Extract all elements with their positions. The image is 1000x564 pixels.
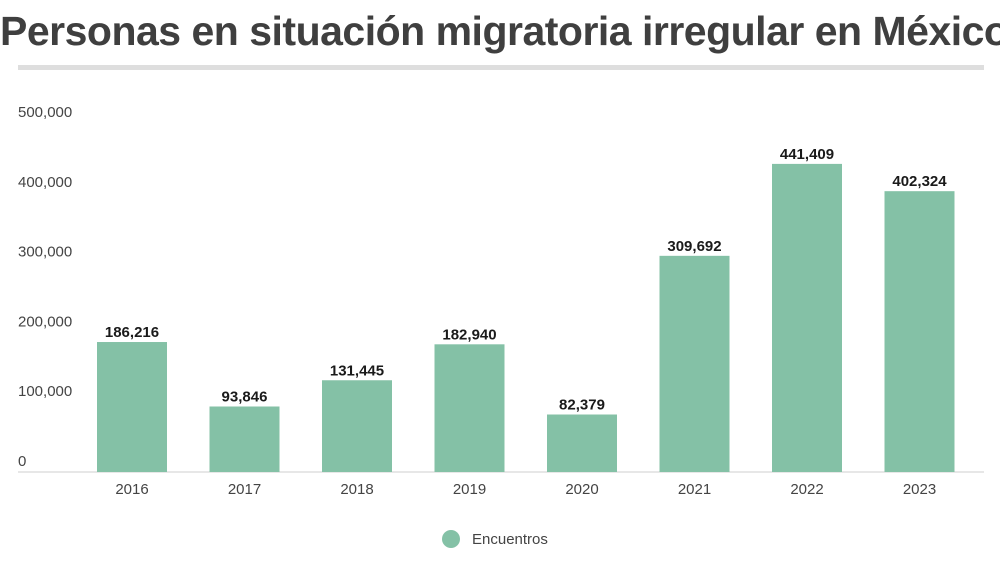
y-tick-label: 100,000 bbox=[18, 383, 72, 400]
x-axis-ticks: 2016 2017 2018 2019 2020 2021 2022 2023 bbox=[115, 481, 936, 498]
bars-group: 186,216 93,846 131,445 182,940 82,379 309,692… bbox=[97, 146, 955, 472]
data-label-2021: 309,692 bbox=[667, 238, 721, 255]
legend-label-encuentros: Encuentros bbox=[472, 531, 548, 548]
data-label-2019: 182,940 bbox=[442, 326, 496, 343]
y-axis-ticks: 0 100,000 200,000 300,000 400,000 500,000 bbox=[18, 104, 72, 470]
x-tick-label: 2021 bbox=[678, 481, 711, 498]
data-label-2023: 402,324 bbox=[892, 173, 947, 190]
legend: Encuentros bbox=[442, 530, 548, 548]
data-label-2017: 93,846 bbox=[222, 388, 268, 405]
bar-2021 bbox=[659, 255, 730, 472]
chart-title: Personas en situación migratoria irregul… bbox=[0, 8, 1000, 54]
bar-2018 bbox=[322, 380, 392, 472]
x-tick-label: 2019 bbox=[453, 481, 486, 498]
bar-2016 bbox=[97, 342, 167, 472]
x-tick-label: 2023 bbox=[903, 481, 936, 498]
data-label-2018: 131,445 bbox=[330, 362, 384, 379]
data-label-2022: 441,409 bbox=[780, 146, 834, 163]
bar-2017 bbox=[209, 406, 280, 472]
y-tick-label: 200,000 bbox=[18, 313, 72, 330]
title-divider bbox=[18, 65, 984, 70]
data-label-2020: 82,379 bbox=[559, 396, 605, 413]
x-tick-label: 2020 bbox=[565, 481, 598, 498]
data-label-2016: 186,216 bbox=[105, 324, 159, 341]
x-tick-label: 2017 bbox=[228, 481, 261, 498]
y-tick-label: 300,000 bbox=[18, 244, 72, 261]
legend-swatch-encuentros bbox=[442, 530, 460, 548]
bar-2020 bbox=[547, 414, 617, 472]
y-tick-label: 400,000 bbox=[18, 174, 72, 191]
x-tick-label: 2016 bbox=[115, 481, 148, 498]
bar-2022 bbox=[772, 163, 842, 472]
x-tick-label: 2022 bbox=[790, 481, 823, 498]
x-tick-label: 2018 bbox=[340, 481, 373, 498]
y-tick-label: 0 bbox=[18, 453, 26, 470]
bar-2019 bbox=[434, 344, 505, 472]
y-tick-label: 500,000 bbox=[18, 104, 72, 121]
bar-2023 bbox=[884, 191, 955, 472]
